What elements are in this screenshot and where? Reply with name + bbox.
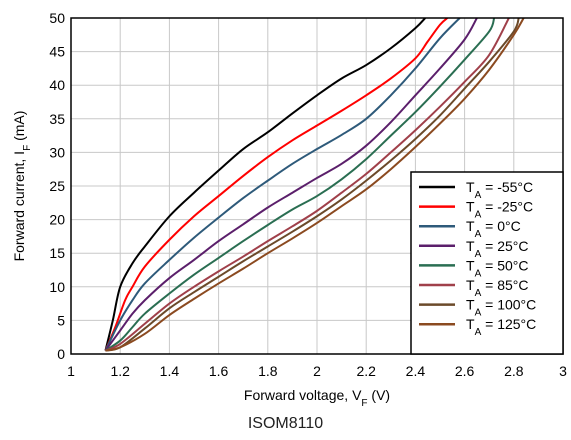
caption: ISOM8110: [247, 415, 324, 432]
y-tick-labels: 0 5 10 15 20 25 30 35 40 45 50: [49, 10, 65, 362]
x-tick-label: 1: [67, 363, 75, 379]
series-line: [104, 18, 478, 352]
series-line: [105, 18, 525, 352]
y-tick-label: 0: [57, 346, 65, 362]
series-line: [104, 18, 449, 352]
y-tick-label: 10: [49, 279, 65, 295]
y-tick-label: 5: [57, 312, 65, 328]
legend-entry: TA = 0°C: [466, 218, 521, 240]
series-line: [105, 18, 510, 352]
x-tick-label: 2.8: [504, 363, 524, 379]
legend: TA = -55°CTA = -25°CTA = 0°CTA = 25°CTA …: [410, 171, 564, 355]
y-tick-label: 40: [49, 77, 65, 93]
legend-entry: TA = -25°C: [466, 199, 533, 221]
legend-entry: TA = 50°C: [466, 257, 528, 279]
x-tick-label: 2: [313, 363, 321, 379]
legend-entry: TA = -55°C: [466, 179, 533, 201]
y-tick-label: 35: [49, 111, 65, 127]
y-axis-label: Forward current, IF (mA): [11, 111, 33, 262]
legend-entry: TA = 100°C: [466, 297, 536, 319]
legend-entry: TA = 125°C: [466, 316, 536, 338]
series-line: [105, 18, 520, 352]
series-lines: [104, 18, 525, 352]
x-tick-label: 1.6: [209, 363, 229, 379]
legend-entry: TA = 25°C: [466, 238, 528, 259]
legend-entry: TA = 85°C: [466, 277, 528, 299]
x-tick-label: 1.8: [258, 363, 278, 379]
x-tick-labels: 1 1.2 1.4 1.6 1.8 2 2.2 2.4 2.6 2.8 3: [67, 363, 567, 379]
y-tick-label: 20: [49, 212, 65, 228]
x-tick-label: 2.2: [356, 363, 376, 379]
y-tick-label: 25: [49, 178, 65, 194]
series-line: [104, 18, 426, 351]
x-tick-label: 1.4: [160, 363, 180, 379]
series-line: [104, 18, 461, 352]
y-tick-label: 15: [49, 245, 65, 261]
y-tick-label: 50: [49, 10, 65, 26]
x-axis-label: Forward voltage, VF (V): [244, 387, 390, 409]
y-tick-label: 30: [49, 144, 65, 160]
x-tick-label: 2.4: [406, 363, 426, 379]
x-tick-label: 2.6: [455, 363, 475, 379]
x-tick-label: 1.2: [110, 363, 130, 379]
x-tick-label: 3: [559, 363, 567, 379]
y-tick-label: 45: [49, 44, 65, 60]
series-line: [104, 18, 496, 352]
